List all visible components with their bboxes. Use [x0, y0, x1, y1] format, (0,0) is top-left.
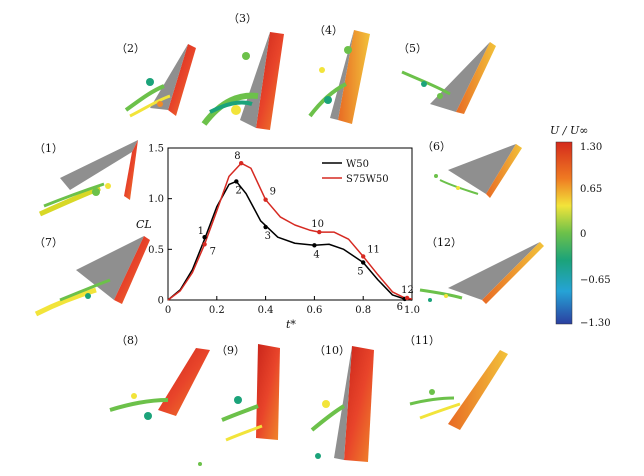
legend: W50 S75W50 [322, 159, 389, 185]
plot-frame [167, 147, 413, 301]
panel-label-12: （12） [426, 236, 462, 249]
panel-label-9: （9） [216, 344, 245, 357]
panel-7-illustration [34, 236, 150, 317]
marker-point-1 [202, 234, 207, 240]
marker-label-5: 5 [357, 267, 363, 278]
x-tick-label: 0.8 [355, 305, 371, 316]
marker-point-2 [234, 179, 239, 184]
panel-label-11: （11） [404, 334, 440, 347]
colorbar: U / U∞ 1.30 0.65 0 −0.65 −1.30 [550, 124, 611, 329]
marker-point-12 [404, 295, 410, 301]
panel-label-3: （3） [228, 12, 257, 25]
colorbar-gradient [555, 141, 573, 325]
marker-point-9 [263, 197, 268, 202]
colorbar-tick-3: 0 [580, 229, 586, 240]
marker-label-6: 6 [397, 302, 403, 313]
x-tick-label: 0 [165, 305, 171, 316]
colorbar-title: U / U∞ [550, 124, 588, 137]
colorbar-tick-4: −0.65 [580, 275, 611, 286]
panel-9-illustration [198, 344, 280, 466]
marker-label-11: 11 [367, 244, 380, 255]
y-tick-label: 1.0 [148, 194, 164, 205]
panel-1-illustration [38, 140, 138, 217]
marker-label-12: 12 [401, 285, 414, 296]
panel-label-2: （2） [116, 42, 145, 55]
panel-5-illustration [401, 42, 496, 114]
x-ticks: 0 0.2 0.4 0.6 0.8 1.0 [165, 296, 420, 316]
legend-label-w50: W50 [346, 159, 369, 170]
marker-label-4: 4 [313, 249, 319, 260]
marker-label-7: 7 [210, 246, 216, 257]
panel-2-illustration [124, 44, 196, 118]
panel-12-illustration [419, 242, 544, 304]
marker-point-11 [361, 254, 366, 259]
marker-label-8: 8 [234, 151, 240, 162]
marker-point-5 [361, 260, 366, 265]
y-tick-label: 1.5 [148, 144, 164, 155]
x-tick-label: 0.6 [306, 305, 322, 316]
x-tick-label: 0.2 [209, 305, 225, 316]
colorbar-tick-1: 1.30 [580, 142, 602, 153]
y-axis-label: CL [136, 218, 152, 231]
panel-3-illustration [201, 32, 284, 130]
y-ticks: 0 0.5 1.0 1.5 [148, 144, 172, 307]
panel-4-illustration [308, 30, 370, 124]
marker-point-4 [312, 243, 317, 248]
marker-point-3 [263, 224, 268, 230]
panel-label-5: （5） [398, 42, 427, 55]
x-axis-label: t* [286, 318, 296, 331]
marker-label-1: 1 [198, 226, 204, 237]
colorbar-tick-2: 0.65 [580, 184, 602, 195]
panel-label-4: （4） [314, 24, 343, 37]
y-tick-label: 0.5 [148, 245, 164, 256]
panel-label-10: （10） [314, 344, 350, 357]
panel-8-illustration [109, 348, 210, 420]
panel-6-illustration [434, 144, 522, 198]
marker-point-10 [317, 229, 322, 235]
panel-11-illustration [409, 350, 508, 430]
y-tick-label: 0 [158, 296, 164, 307]
series-line-s75w50 [167, 162, 413, 301]
legend-label-s75w50: S75W50 [346, 174, 389, 185]
panel-label-8: （8） [116, 334, 145, 347]
cl-chart: 0 0.2 0.4 0.6 0.8 1.0 00.51.01.5 123456789101… [136, 144, 420, 332]
panel-label-6: （6） [422, 140, 451, 153]
x-tick-label: 0.4 [258, 305, 274, 316]
panel-10-illustration [310, 346, 374, 462]
series-line-w50 [167, 180, 413, 301]
marker-point-7 [202, 242, 207, 247]
x-tick-label: 1.0 [404, 305, 420, 316]
panel-label-1: （1） [34, 142, 63, 155]
panel-label-7: （7） [34, 236, 63, 249]
marker-label-2: 2 [235, 185, 241, 196]
marker-label-3: 3 [265, 231, 271, 242]
marker-label-10: 10 [311, 219, 324, 230]
marker-label-9: 9 [270, 187, 276, 198]
marker-point-8 [239, 161, 244, 166]
colorbar-tick-5: −1.30 [580, 318, 611, 329]
